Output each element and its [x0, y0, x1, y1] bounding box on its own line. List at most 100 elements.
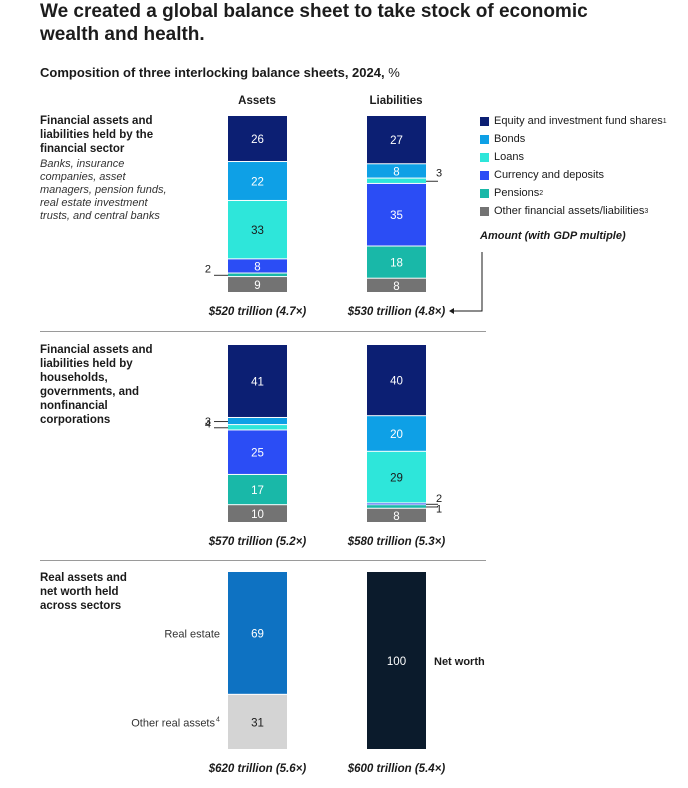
data-label: 20: [390, 429, 403, 441]
bar-segment: [228, 417, 287, 425]
bar-segment: [367, 503, 426, 505]
column-header-liabilities: Liabilities: [369, 95, 423, 107]
bar-segment: [367, 278, 426, 292]
arrowhead-icon: [449, 308, 454, 314]
bar-segment: [228, 277, 287, 292]
bar-segment: [228, 474, 287, 505]
bar-total-label: $530 trillion (4.8×): [347, 306, 446, 318]
bar-segment: [228, 116, 287, 162]
legend-label: Currency and deposits: [494, 169, 605, 181]
bar-segment: [228, 259, 287, 273]
category-label: Net worth: [434, 656, 485, 668]
data-label: 10: [251, 509, 264, 521]
section-divider-1: [40, 331, 486, 332]
data-label: 27: [390, 135, 403, 147]
legend-label: Pensions: [494, 187, 540, 199]
legend-item: Loans: [480, 148, 667, 166]
legend-label: Equity and investment fund shares: [494, 115, 663, 127]
data-label: 25: [251, 448, 264, 460]
section-1-title: Financial assets and liabilities held by…: [40, 115, 154, 155]
data-label: 4: [205, 419, 211, 431]
bar-segment: [367, 178, 426, 183]
data-label: 9: [254, 280, 260, 292]
bar-segment: [228, 162, 287, 200]
legend-swatch: [480, 206, 489, 216]
bar-segment: [367, 508, 426, 522]
bar-total-label: $520 trillion (4.7×): [208, 306, 307, 318]
bar-segment: [367, 183, 426, 246]
bar-segment: [367, 116, 426, 164]
bar-segment: [367, 345, 426, 416]
data-label: 3: [205, 416, 211, 428]
data-label: 69: [251, 628, 264, 640]
legend-swatch: [480, 188, 489, 198]
bar-segment: [367, 246, 426, 278]
data-label: 33: [251, 225, 264, 237]
section-1-description: Banks, insurance companies, asset manage…: [40, 158, 167, 222]
section-2-title: Financial assets and liabilities held by…: [40, 344, 153, 426]
bar-total-label: $620 trillion (5.6×): [208, 763, 307, 775]
subtitle-text: Composition of three interlocking balanc…: [40, 65, 385, 80]
legend-swatch: [480, 134, 489, 144]
legend: Equity and investment fund shares 1 Bonds L…: [480, 112, 667, 242]
category-label: Real estate: [164, 628, 220, 640]
data-label: 35: [390, 210, 403, 222]
legend-label: Loans: [494, 151, 524, 163]
category-label: Other real assets: [131, 717, 215, 729]
legend-label: Bonds: [494, 133, 526, 145]
legend-label: Other financial assets/liabilities: [494, 205, 645, 217]
bar-segment: [367, 505, 426, 508]
legend-item: Currency and deposits: [480, 166, 667, 184]
amount-callout-line: [452, 252, 483, 312]
bar-segment: [228, 505, 287, 522]
column-header-assets: Assets: [238, 95, 276, 107]
data-label: 22: [251, 176, 264, 188]
data-label: 8: [254, 261, 260, 273]
bar-segment: [367, 451, 426, 503]
data-label: 17: [251, 485, 264, 497]
data-label: 2: [436, 493, 442, 505]
bar-segment: [228, 430, 287, 474]
section-3-title: Real assets and net worth held across se…: [40, 572, 127, 612]
footnote-marker: 3: [644, 207, 649, 215]
bar-segment: [367, 416, 426, 451]
data-label: 29: [390, 473, 403, 485]
footnote-marker: 2: [539, 189, 544, 197]
legend-swatch: [480, 170, 489, 180]
data-label: 41: [251, 376, 264, 388]
legend-item: Other financial assets/liabilities 3: [480, 202, 667, 220]
legend-item: Equity and investment fund shares 1: [480, 112, 667, 130]
legend-swatch: [480, 152, 489, 162]
data-label: 1: [436, 503, 442, 515]
legend-amount-label: Amount (with GDP multiple): [480, 230, 626, 242]
data-label: 26: [251, 134, 264, 146]
legend-swatch: [480, 116, 489, 126]
bar-segment: [228, 425, 287, 430]
bar-total-label: $570 trillion (5.2×): [208, 536, 307, 548]
bar-segment: [228, 694, 287, 749]
chart-subtitle: Composition of three interlocking balanc…: [40, 65, 400, 80]
data-label: 8: [393, 511, 399, 523]
data-label: 8: [393, 281, 399, 293]
bar-total-label: $600 trillion (5.4×): [347, 763, 446, 775]
bar-segment: [228, 200, 287, 259]
subtitle-unit: %: [388, 65, 400, 80]
data-label: 18: [390, 258, 403, 270]
section-divider-2: [40, 560, 486, 561]
data-label: 100: [387, 656, 406, 668]
bar-segment: [367, 164, 426, 178]
bar-segment: [228, 273, 287, 277]
data-label: 2: [205, 263, 211, 275]
data-label: 8: [393, 166, 399, 178]
data-label: 31: [251, 717, 264, 729]
footnote-marker: 1: [662, 117, 667, 125]
footnote-marker: 4: [216, 716, 220, 723]
data-label: 40: [390, 376, 403, 388]
page-title: We created a global balance sheet to tak…: [40, 1, 588, 45]
legend-item: Bonds: [480, 130, 667, 148]
bar-segment: [228, 345, 287, 417]
legend-item: Pensions 2: [480, 184, 667, 202]
data-label: 3: [436, 167, 442, 179]
bar-total-label: $580 trillion (5.3×): [347, 536, 446, 548]
